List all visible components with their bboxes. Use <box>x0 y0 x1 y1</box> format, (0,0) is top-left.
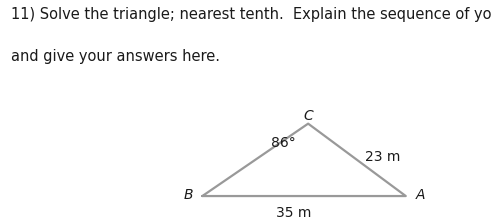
Text: B: B <box>183 188 193 202</box>
Text: 86°: 86° <box>271 136 296 150</box>
Text: and give your answers here.: and give your answers here. <box>11 49 220 64</box>
Text: 35 m: 35 m <box>276 206 312 220</box>
Text: 11) Solve the triangle; nearest tenth.  Explain the sequence of your work: 11) Solve the triangle; nearest tenth. E… <box>11 7 491 22</box>
Text: A: A <box>415 188 425 202</box>
Text: 23 m: 23 m <box>365 151 401 165</box>
Text: C: C <box>303 109 313 123</box>
